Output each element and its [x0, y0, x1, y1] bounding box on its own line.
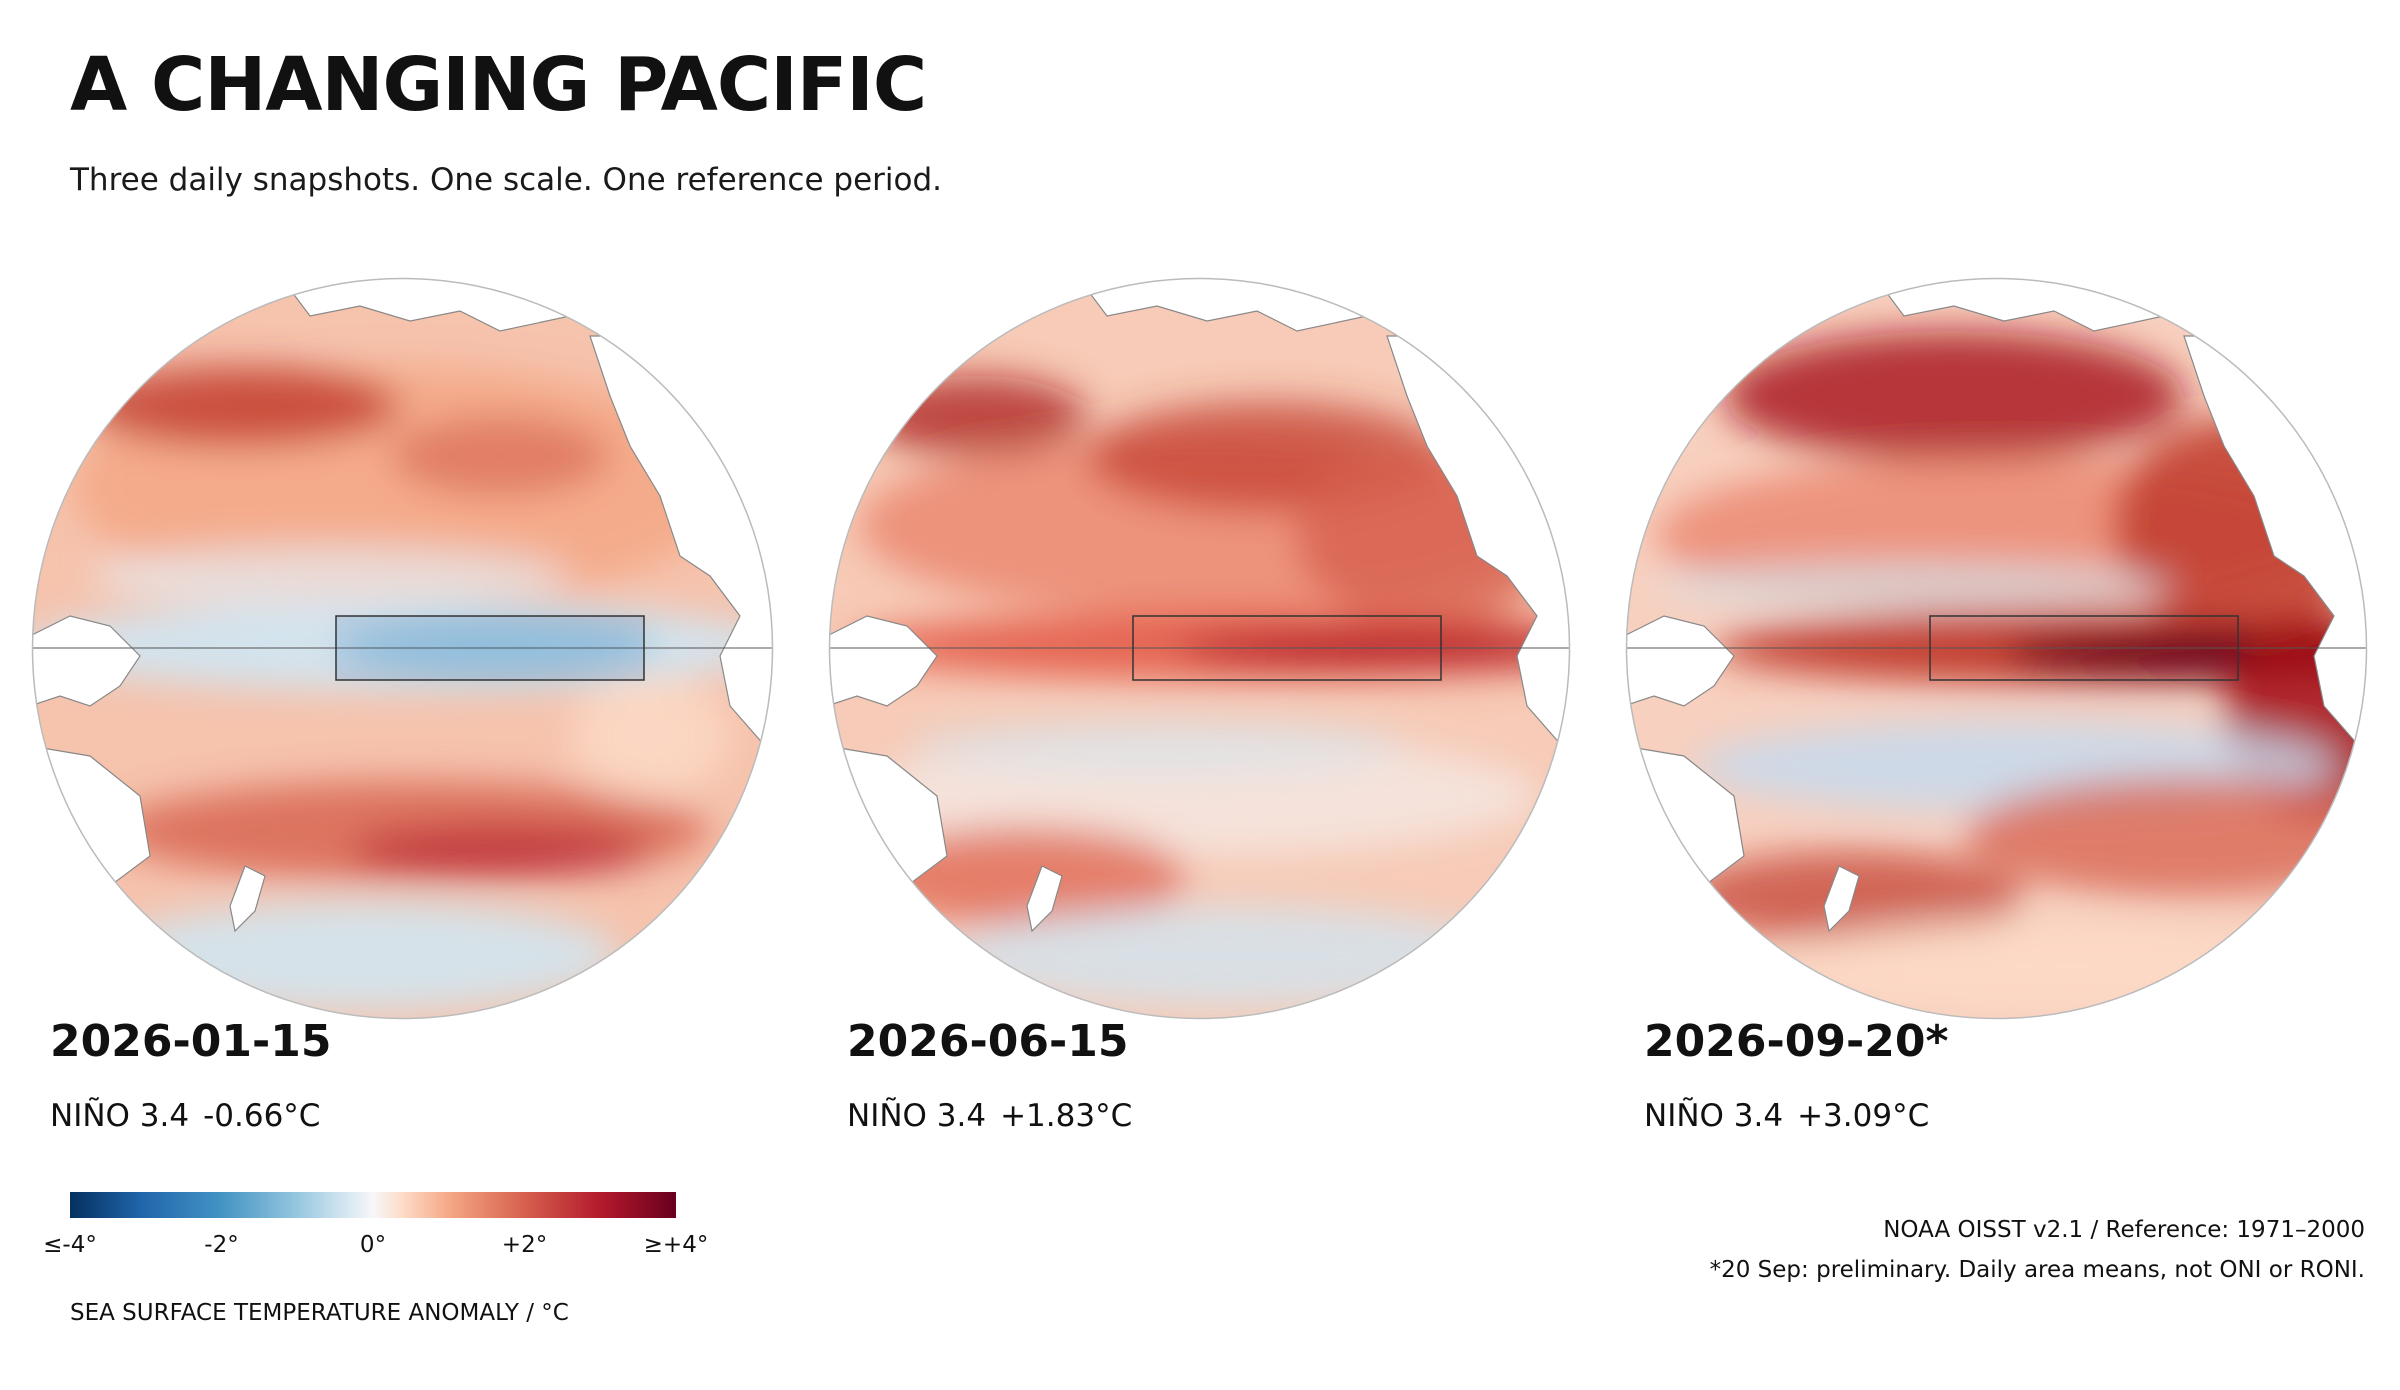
color-legend: ≤-4° -2° 0° +2° ≥+4°	[43, 1192, 708, 1258]
nino-readout-2: NIÑO 3.4 +1.83°C	[847, 1098, 1133, 1134]
legend-tick-zero: 0°	[359, 1232, 387, 1258]
globe-map-2	[827, 276, 1572, 1021]
page-title: A CHANGING PACIFIC	[70, 42, 927, 128]
source-note: NOAA OISST v2.1 / Reference: 1971–2000 *…	[1710, 1210, 2365, 1290]
legend-tick-pos2: +2°	[501, 1232, 548, 1258]
globe-map-3	[1624, 276, 2369, 1021]
panel-date-1: 2026-01-15	[50, 1016, 332, 1067]
nino-readout-1: NIÑO 3.4 -0.66°C	[50, 1098, 321, 1134]
legend-title: SEA SURFACE TEMPERATURE ANOMALY / °C	[70, 1300, 569, 1326]
nino-readout-3: NIÑO 3.4 +3.09°C	[1644, 1098, 1930, 1134]
nino34-box	[1132, 615, 1442, 681]
legend-tick-min: ≤-4°	[43, 1232, 97, 1258]
nino34-box	[335, 615, 645, 681]
page-subtitle: Three daily snapshots. One scale. One re…	[70, 162, 943, 198]
legend-tick-neg2: -2°	[204, 1232, 239, 1258]
footnote-line: *20 Sep: preliminary. Daily area means, …	[1709, 1257, 2365, 1283]
panel-date-2: 2026-06-15	[847, 1016, 1129, 1067]
source-line: NOAA OISST v2.1 / Reference: 1971–2000	[1883, 1217, 2365, 1243]
panel-date-3: 2026-09-20*	[1644, 1016, 1949, 1067]
nino34-box	[1929, 615, 2239, 681]
globe-map-1	[30, 276, 775, 1021]
legend-tick-max: ≥+4°	[643, 1232, 709, 1258]
legend-colorbar	[70, 1192, 676, 1218]
